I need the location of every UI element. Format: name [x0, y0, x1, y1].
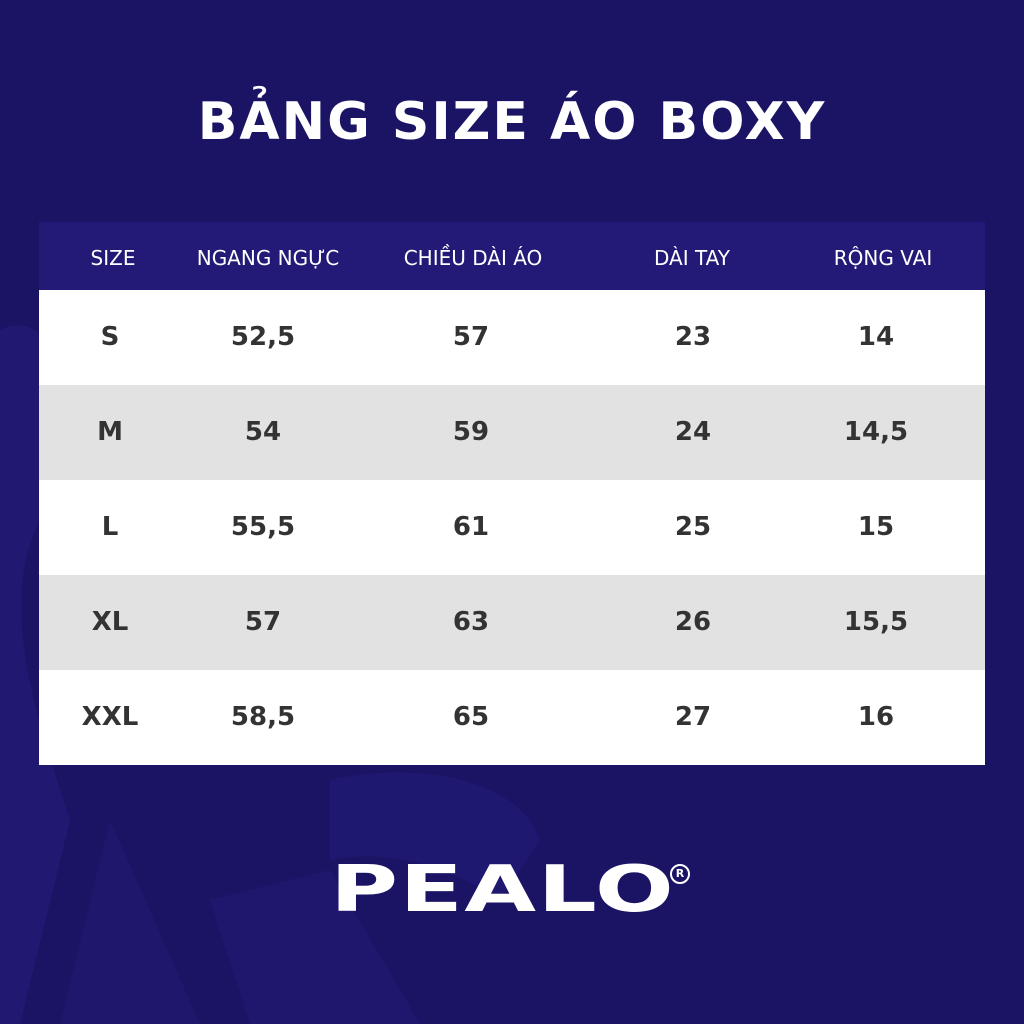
table-row: XL 57 63 26 15,5 — [39, 575, 985, 670]
cell-size: XL — [91, 607, 129, 637]
table-header: SIZE NGANG NGỰC CHIỀU DÀI ÁO DÀI TAY RỘN… — [39, 222, 985, 290]
cell-chest: 55,5 — [230, 512, 296, 542]
table-row: S 52,5 57 23 14 — [39, 290, 985, 385]
cell-length: 61 — [452, 512, 490, 542]
cell-length: 57 — [452, 322, 490, 352]
cell-chest: 52,5 — [230, 322, 296, 352]
table-row: L 55,5 61 25 15 — [39, 480, 985, 575]
table-row: XXL 58,5 65 27 16 — [39, 670, 985, 765]
page-title: BẢNG SIZE ÁO BOXY — [197, 92, 827, 152]
cell-length: 59 — [452, 417, 490, 447]
cell-sleeve: 25 — [674, 512, 712, 542]
header-sleeve-length: DÀI TAY — [654, 246, 730, 270]
cell-shoulder: 14 — [857, 322, 895, 352]
cell-sleeve: 27 — [674, 702, 712, 732]
cell-sleeve: 23 — [674, 322, 712, 352]
cell-sleeve: 24 — [674, 417, 712, 447]
size-table: SIZE NGANG NGỰC CHIỀU DÀI ÁO DÀI TAY RỘN… — [39, 222, 985, 765]
cell-size: S — [100, 322, 120, 352]
brand-logo: PEALO R — [330, 858, 690, 928]
table-row: M 54 59 24 14,5 — [39, 385, 985, 480]
cell-shoulder: 16 — [857, 702, 895, 732]
header-size: SIZE — [90, 246, 136, 270]
cell-length: 65 — [452, 702, 490, 732]
header-shoulder-width: RỘNG VAI — [833, 246, 933, 270]
cell-sleeve: 26 — [674, 607, 712, 637]
cell-shoulder: 15,5 — [843, 607, 909, 637]
cell-chest: 54 — [244, 417, 282, 447]
cell-size: M — [97, 417, 123, 447]
cell-length: 63 — [452, 607, 490, 637]
cell-shoulder: 14,5 — [843, 417, 909, 447]
cell-size: L — [101, 512, 119, 542]
registered-mark-icon: R — [670, 864, 690, 884]
header-shirt-length: CHIỀU DÀI ÁO — [403, 246, 543, 270]
cell-shoulder: 15 — [857, 512, 895, 542]
cell-size: XXL — [81, 702, 139, 732]
cell-chest: 58,5 — [230, 702, 296, 732]
header-chest-width: NGANG NGỰC — [196, 246, 340, 270]
brand-name: PEALO — [330, 853, 676, 927]
cell-chest: 57 — [244, 607, 282, 637]
